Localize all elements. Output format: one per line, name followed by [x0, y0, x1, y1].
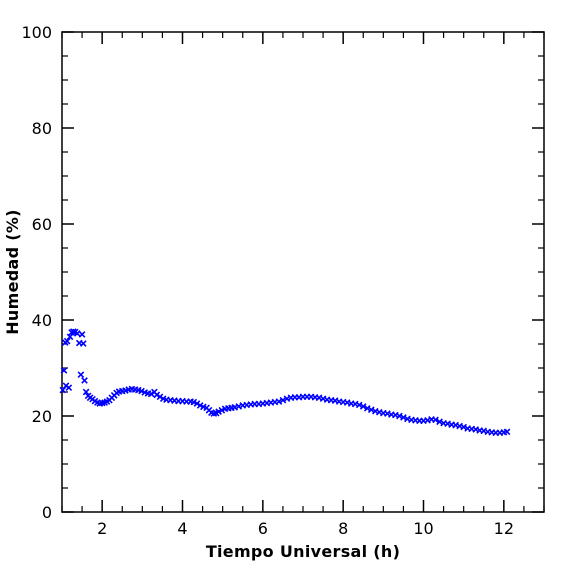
x-tick-label: 12	[494, 519, 514, 538]
data-point	[65, 384, 73, 392]
data-point	[190, 398, 198, 406]
y-tick-label: 0	[42, 503, 52, 522]
y-tick-label: 60	[32, 215, 52, 234]
data-point	[63, 337, 71, 345]
data-point	[81, 377, 88, 384]
data-point	[73, 330, 81, 337]
data-point	[60, 367, 68, 374]
data-point	[66, 333, 74, 341]
data-point	[82, 388, 90, 396]
y-tick-label: 40	[32, 311, 52, 330]
tick-labels: 2 4 6 8 10 12 0 20 40 60 80 100	[21, 23, 514, 538]
plot-frame	[61, 31, 545, 513]
y-tick-label: 100	[21, 23, 52, 42]
data-point	[218, 406, 226, 414]
data-point	[359, 403, 367, 410]
data-points	[59, 328, 511, 437]
x-tick-label: 6	[258, 519, 268, 538]
y-tick-label: 20	[32, 407, 52, 426]
data-point	[147, 390, 155, 398]
data-point	[138, 387, 145, 395]
x-tick-label: 8	[338, 519, 348, 538]
data-point	[196, 402, 204, 409]
data-point	[77, 371, 85, 379]
data-point	[503, 428, 511, 436]
data-point	[215, 408, 222, 416]
data-point	[156, 393, 164, 401]
x-tick-label: 4	[177, 519, 187, 538]
x-tick-label: 2	[97, 519, 107, 538]
axis-ticks	[61, 31, 545, 513]
x-axis-label: Tiempo Universal (h)	[206, 542, 400, 561]
data-point	[193, 400, 201, 407]
y-tick-label: 80	[32, 119, 52, 138]
data-point	[432, 416, 439, 424]
x-tick-label: 10	[413, 519, 433, 538]
data-point	[78, 331, 86, 338]
y-axis-label: Humedad (%)	[3, 209, 22, 335]
data-point	[153, 391, 161, 399]
data-point	[79, 340, 87, 347]
